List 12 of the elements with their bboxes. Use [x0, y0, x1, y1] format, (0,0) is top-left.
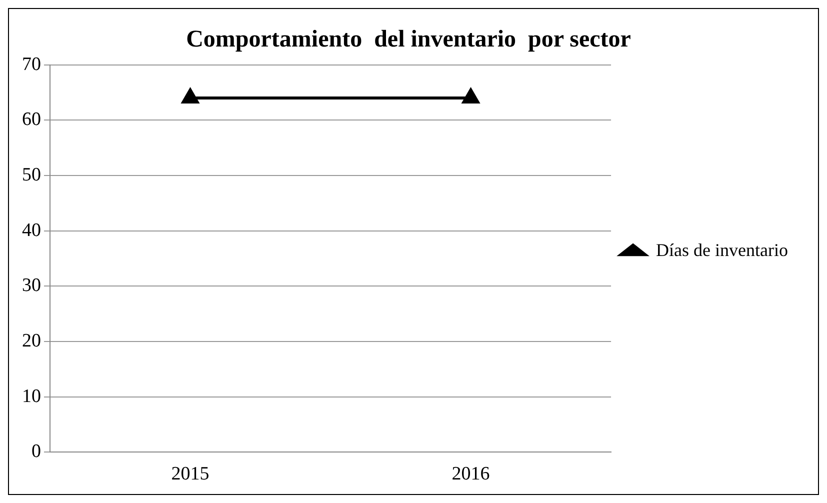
x-tick-label: 2015 — [171, 464, 210, 485]
y-tick-label: 0 — [32, 441, 41, 462]
y-tick-label: 50 — [22, 164, 41, 186]
x-tick-label: 2016 — [452, 464, 490, 485]
legend-label: Días de inventario — [656, 240, 788, 260]
y-tick-label: 10 — [22, 386, 41, 407]
y-tick-label: 40 — [22, 220, 41, 241]
chart-title: Comportamiento del inventario por sector — [186, 26, 632, 53]
y-tick-label: 30 — [22, 275, 41, 296]
y-tick-label: 60 — [22, 109, 41, 130]
y-tick-label: 20 — [22, 330, 41, 352]
y-tick-label: 70 — [22, 54, 41, 75]
